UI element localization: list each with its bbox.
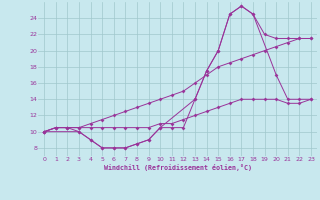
X-axis label: Windchill (Refroidissement éolien,°C): Windchill (Refroidissement éolien,°C) xyxy=(104,164,252,171)
